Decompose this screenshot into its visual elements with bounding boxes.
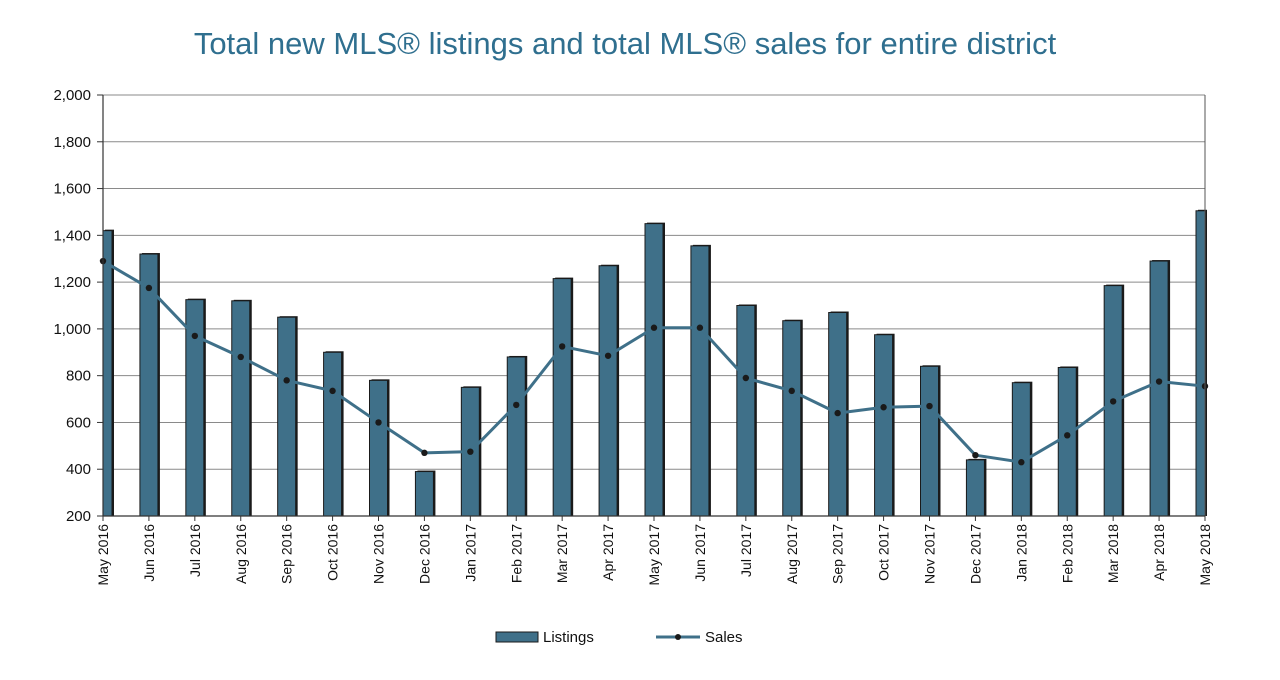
sales-point xyxy=(329,387,336,395)
x-tick-label: Oct 2016 xyxy=(325,524,341,581)
legend: Listings Sales xyxy=(495,629,743,646)
y-tick-label: 1,800 xyxy=(53,134,91,151)
x-tick-label: Nov 2017 xyxy=(922,524,938,584)
x-tick-label: Sep 2016 xyxy=(279,524,295,584)
line-sales xyxy=(99,257,1209,466)
y-tick-label: 1,400 xyxy=(53,227,91,244)
x-tick-label: Jan 2018 xyxy=(1013,524,1029,582)
y-tick-label: 800 xyxy=(66,368,91,385)
x-tick-label: Jul 2017 xyxy=(738,524,754,577)
y-tick-label: 1,000 xyxy=(53,321,91,338)
x-tick-label: Mar 2017 xyxy=(554,524,570,583)
bar-listings xyxy=(552,278,572,517)
sales-point xyxy=(788,387,795,395)
bar-listings xyxy=(965,459,985,517)
sales-point xyxy=(283,377,290,384)
sales-point xyxy=(926,402,933,410)
sales-point xyxy=(650,324,658,331)
sales-point xyxy=(1155,378,1163,385)
bar-listings xyxy=(369,379,388,517)
y-tick-label: 200 xyxy=(66,508,91,525)
sales-point xyxy=(1018,459,1025,466)
x-tick-label: Mar 2018 xyxy=(1105,524,1121,583)
x-tick-label: Aug 2017 xyxy=(784,524,800,584)
sales-point xyxy=(513,401,520,409)
sales-point xyxy=(604,352,612,359)
y-tick-label: 1,600 xyxy=(53,181,91,198)
bar-listings xyxy=(690,245,710,517)
bar-listings xyxy=(874,334,894,517)
sales-point xyxy=(742,374,750,382)
chart-title: Total new MLS® listings and total MLS® s… xyxy=(193,26,1057,61)
x-tick-labels: May 2016 Jun 2016 Jul 2016 Aug 2016 Sep 2016… xyxy=(95,524,1213,586)
y-tick-label: 1,200 xyxy=(53,274,91,291)
x-tick-label: May 2016 xyxy=(95,524,111,586)
axes xyxy=(97,94,1206,521)
sales-point xyxy=(145,284,153,292)
bar-listings xyxy=(231,300,251,517)
x-tick-label: Feb 2017 xyxy=(508,524,524,583)
bar-listings xyxy=(506,356,526,517)
x-tick-label: Aug 2016 xyxy=(233,524,249,584)
x-tick-label: May 2017 xyxy=(646,524,662,586)
x-tick-label: Sep 2017 xyxy=(830,524,846,584)
x-tick-label: Dec 2016 xyxy=(416,524,432,584)
x-tick-label: Jul 2016 xyxy=(187,524,203,577)
x-tick-label: Jun 2016 xyxy=(141,524,157,582)
sales-point xyxy=(421,449,428,457)
bar-listings xyxy=(323,351,343,517)
legend-label-listings: Listings xyxy=(543,629,594,646)
sales-point xyxy=(880,404,887,411)
y-tick-label: 400 xyxy=(66,461,91,478)
sales-point xyxy=(1064,432,1071,439)
legend-label-sales: Sales xyxy=(705,629,743,646)
y-tick-label: 2,000 xyxy=(53,87,91,104)
legend-marker-sales xyxy=(675,634,681,640)
sales-point xyxy=(834,409,841,417)
bar-listings xyxy=(277,316,297,517)
sales-point xyxy=(696,324,704,331)
sales-point xyxy=(558,343,566,350)
bar-listings xyxy=(920,365,939,517)
bar-listings xyxy=(782,320,802,517)
sales-point xyxy=(467,448,474,455)
sales-point xyxy=(972,451,979,459)
bar-listings xyxy=(1011,382,1031,517)
x-tick-label: Feb 2018 xyxy=(1059,524,1075,583)
x-tick-label: Jan 2017 xyxy=(462,524,478,582)
x-tick-label: Dec 2017 xyxy=(967,524,983,584)
sales-point xyxy=(375,419,382,426)
x-tick-label: Nov 2016 xyxy=(371,524,387,584)
bar-listings xyxy=(185,299,205,517)
bar-listings xyxy=(1057,366,1077,517)
bars-listings xyxy=(102,209,1207,517)
y-tick-label: 600 xyxy=(66,414,91,431)
bar-listings xyxy=(1149,260,1169,517)
sales-point xyxy=(191,332,199,340)
y-tick-labels: 200 400 600 800 1,000 1,200 1,400 1,600 1,800 2,0… xyxy=(53,87,91,525)
x-tick-label: Jun 2017 xyxy=(692,524,708,582)
sales-point xyxy=(237,353,244,361)
x-tick-label: Oct 2017 xyxy=(876,524,892,581)
x-tick-label: May 2018 xyxy=(1197,524,1213,586)
bar-listings xyxy=(644,223,664,517)
bar-listings xyxy=(598,265,618,517)
bar-listings xyxy=(414,471,434,517)
bar-listings xyxy=(1195,210,1206,517)
bar-listings xyxy=(102,230,113,517)
legend-swatch-listings xyxy=(495,631,539,643)
bar-listings xyxy=(736,305,756,517)
x-tick-label: Apr 2018 xyxy=(1151,524,1167,581)
x-tick-label: Apr 2017 xyxy=(600,524,616,581)
sales-point xyxy=(1109,398,1117,405)
